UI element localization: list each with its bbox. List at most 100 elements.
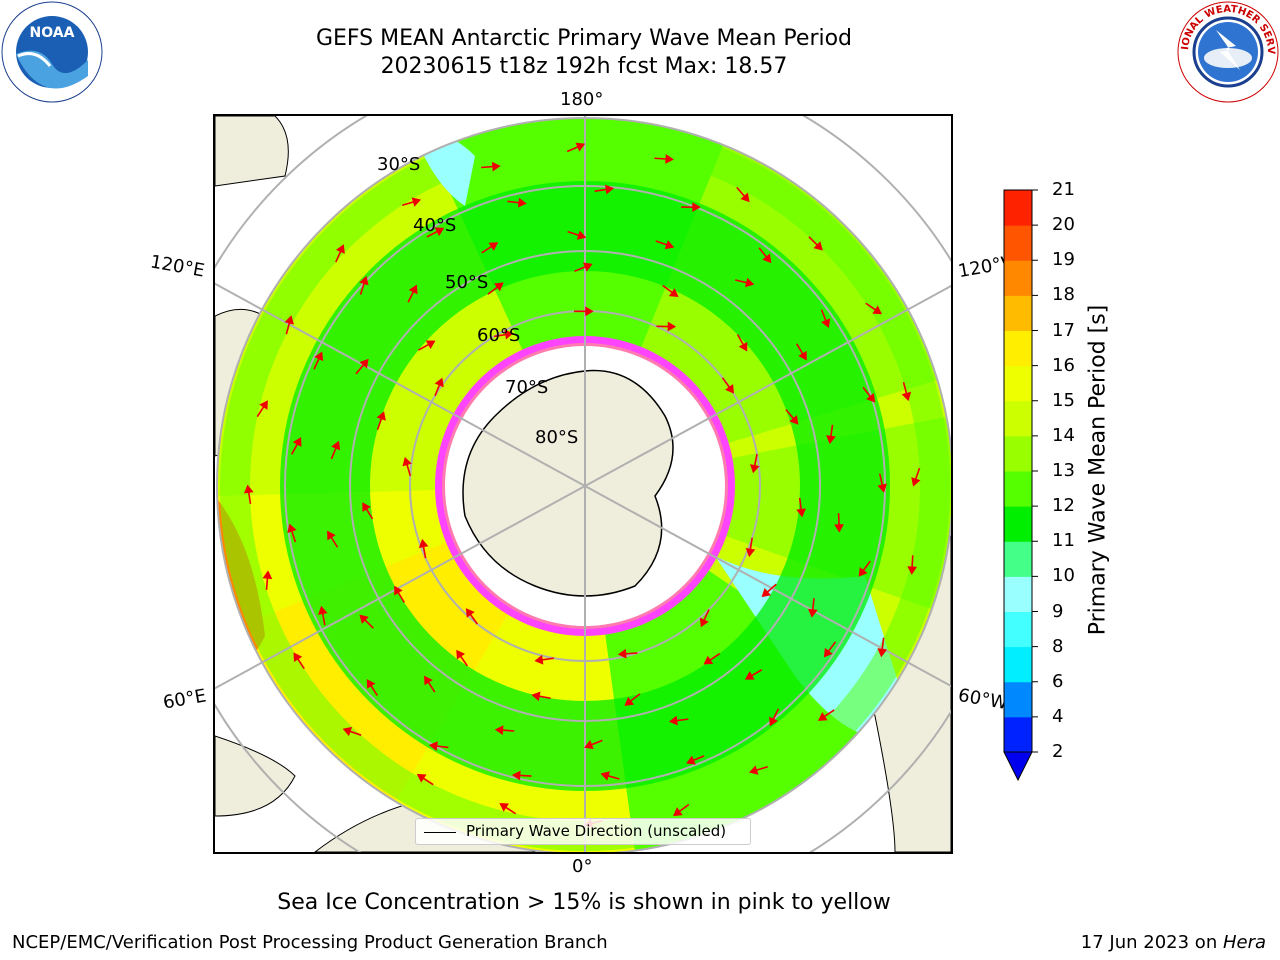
wave-arrow-head bbox=[821, 318, 831, 328]
wave-arrow-head bbox=[686, 755, 696, 765]
colorbar-tick-label: 12 bbox=[1052, 495, 1075, 517]
colorbar-title: Primary Wave Mean Period [s] bbox=[1085, 304, 1111, 636]
wave-arrow-head bbox=[624, 696, 635, 706]
colorbar-segment bbox=[1004, 646, 1032, 683]
colorbar-tick-label: 20 bbox=[1052, 214, 1075, 236]
wave-arrow-head bbox=[877, 648, 888, 658]
wave-arrow-head bbox=[376, 411, 386, 421]
wave-arrow-head bbox=[673, 807, 683, 817]
wave-arrow-head bbox=[342, 726, 353, 737]
wave-arrow-head bbox=[745, 548, 756, 558]
polar-map: 30°S 40°S 50°S 60°S 70°S 80°S bbox=[215, 116, 951, 852]
wave-arrow-head bbox=[488, 242, 499, 251]
colorbar-segment bbox=[1004, 330, 1032, 367]
meridians bbox=[215, 116, 951, 852]
wave-arrow-head bbox=[692, 202, 701, 213]
colorbar-tick-label: 10 bbox=[1052, 565, 1075, 587]
colorbar-tick-label: 13 bbox=[1052, 460, 1075, 481]
wave-arrow-head bbox=[668, 288, 679, 298]
colorbar-segment bbox=[1004, 471, 1032, 507]
wave-arrow-head bbox=[826, 435, 836, 445]
wave-arrow-head bbox=[798, 350, 807, 361]
wave-arrow-head bbox=[817, 712, 828, 721]
wave-arrow-head bbox=[335, 244, 345, 254]
lat-label-60s: 60°S bbox=[477, 325, 520, 346]
wave-arrow-head bbox=[416, 773, 427, 783]
lat-label-40s: 40°S bbox=[413, 215, 456, 236]
antarctica-land bbox=[462, 369, 674, 597]
wave-arrow-head bbox=[703, 655, 714, 665]
noaa-logo-text: NOAA bbox=[30, 25, 75, 41]
wave-arrow-head bbox=[425, 340, 436, 349]
wave-arrow-head bbox=[575, 142, 586, 152]
map-legend: Primary Wave Direction (unscaled) bbox=[415, 818, 751, 845]
colorbar-tick-label: 2 bbox=[1052, 741, 1064, 762]
australia-land bbox=[215, 116, 289, 187]
nws-logo-icon: NATIONAL WEATHER SERVICE bbox=[1172, 0, 1280, 104]
colorbar-segment bbox=[1004, 435, 1032, 472]
credit-left: NCEP/EMC/Verification Post Processing Pr… bbox=[12, 932, 608, 953]
wave-arrow-head bbox=[491, 161, 501, 172]
colorbar-tick-label: 9 bbox=[1052, 600, 1064, 622]
wave-arrow-head bbox=[531, 691, 541, 702]
wave-arrow-head bbox=[314, 351, 324, 362]
wave-arrow-head bbox=[749, 464, 760, 474]
colorbar-tick-label: 21 bbox=[1052, 179, 1075, 200]
wave-arrow-head bbox=[504, 329, 514, 340]
wave-arrow-head bbox=[749, 765, 759, 775]
wave-arrow-head bbox=[725, 384, 734, 394]
wave-arrow-head bbox=[584, 740, 594, 750]
lon-label-180: 180° bbox=[560, 89, 604, 110]
colorbar-segment bbox=[1004, 295, 1032, 331]
wave-arrow-head bbox=[517, 197, 527, 208]
wave-arrow-head bbox=[665, 154, 674, 164]
wave-arrow-head bbox=[744, 671, 755, 680]
colorbar-tick-label: 14 bbox=[1052, 424, 1075, 446]
colorbar-segment bbox=[1004, 260, 1032, 296]
wave-arrow-head bbox=[494, 725, 504, 736]
lon-label-0: 0° bbox=[572, 856, 593, 877]
wave-arrow-head bbox=[359, 358, 369, 369]
lat-label-70s: 70°S bbox=[505, 377, 548, 398]
lon-label-120e: 120°E bbox=[148, 251, 207, 282]
colorbar-tick-label: 19 bbox=[1052, 249, 1075, 271]
colorbar-segment bbox=[1004, 681, 1032, 718]
sea-ice-footnote: Sea Ice Concentration > 15% is shown in … bbox=[277, 890, 891, 915]
colorbar-segment bbox=[1004, 225, 1032, 261]
colorbar-segment bbox=[1004, 190, 1032, 226]
map-panel: 30°S 40°S 50°S 60°S 70°S 80°S bbox=[213, 114, 953, 854]
wave-arrow-head bbox=[402, 456, 412, 467]
wave-direction-arrows bbox=[243, 142, 921, 829]
madagascar-land bbox=[215, 735, 296, 817]
wave-arrow-head bbox=[434, 377, 444, 388]
wave-arrow-head bbox=[582, 262, 593, 272]
wave-arrow-head bbox=[667, 321, 677, 332]
wave-arrow-head bbox=[745, 277, 755, 288]
wave-arrow-head bbox=[807, 608, 818, 618]
wave-arrow-head bbox=[284, 315, 294, 325]
wave-arrow-head bbox=[499, 803, 509, 812]
wave-arrow-head bbox=[858, 567, 868, 577]
wave-arrow-head bbox=[901, 391, 912, 402]
credit-right: 17 Jun 2023 on Hera bbox=[1081, 932, 1266, 953]
wave-arrow-head bbox=[664, 240, 675, 250]
lat-label-30s: 30°S bbox=[377, 154, 420, 175]
wave-arrow-head bbox=[605, 184, 615, 195]
wave-arrow-head bbox=[866, 392, 876, 403]
wave-arrow-head bbox=[872, 305, 883, 315]
wave-arrow-head bbox=[494, 282, 504, 292]
colorbar-tick-label: 15 bbox=[1052, 389, 1075, 411]
wave-arrow-head bbox=[327, 530, 336, 541]
wave-arrow-head bbox=[259, 400, 268, 410]
wave-arrow-head bbox=[366, 679, 376, 689]
colorbar-segment bbox=[1004, 611, 1032, 648]
wave-arrow-head bbox=[600, 771, 610, 781]
credit-date: 17 Jun 2023 on bbox=[1080, 932, 1223, 953]
colorbar-extend-triangle bbox=[1003, 751, 1033, 782]
wave-arrow-head bbox=[617, 648, 627, 659]
colorbar-segment bbox=[1004, 576, 1032, 612]
colorbar-tick-label: 4 bbox=[1052, 705, 1064, 727]
wave-arrow-head bbox=[411, 197, 422, 207]
wave-arrow-head bbox=[428, 741, 438, 751]
wave-arrow-head bbox=[576, 230, 587, 240]
